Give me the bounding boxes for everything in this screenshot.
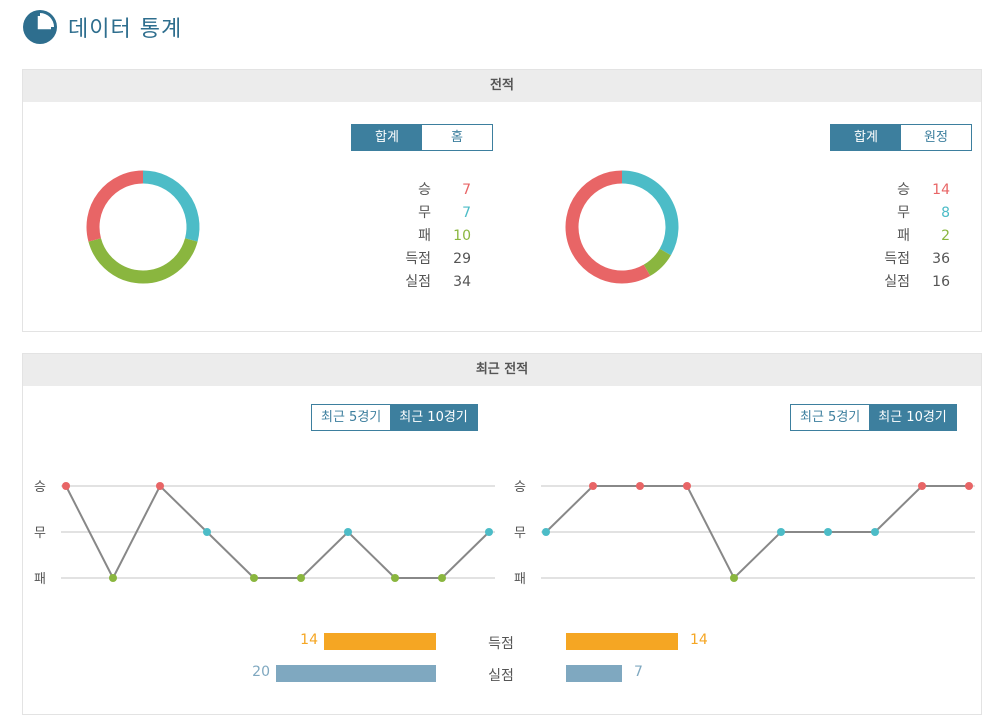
stat-label: 실점 [884, 274, 910, 290]
tab-recent-10-left[interactable]: 최근 10경기 [390, 405, 477, 430]
stat-label: 무 [897, 205, 910, 221]
form-point [589, 482, 597, 490]
y-label: 무 [34, 526, 46, 541]
stat-value: 7 [462, 205, 471, 221]
stat-row-left: 득점 29 [389, 248, 479, 271]
stats-left: 승 7 무 7 패 10 득점 29 실점 34 [389, 179, 479, 294]
stat-value: 10 [453, 228, 471, 244]
tab-recent-5-left[interactable]: 최근 5경기 [312, 405, 391, 430]
stat-row-right: 득점 36 [868, 248, 958, 271]
stat-label: 무 [418, 205, 431, 221]
form-point [824, 528, 832, 536]
tab-recent-10-right[interactable]: 최근 10경기 [869, 405, 956, 430]
recent-form-chart-left: 승무패 [34, 480, 495, 587]
conceded-right-value: 7 [634, 664, 643, 680]
form-point [297, 574, 305, 582]
scored-left-value: 14 [300, 632, 318, 648]
stat-row-left: 실점 34 [389, 271, 479, 294]
tab-home[interactable]: 홈 [422, 125, 492, 150]
y-label: 패 [514, 572, 526, 587]
form-point [109, 574, 117, 582]
stat-value: 2 [941, 228, 950, 244]
form-point [62, 482, 70, 490]
tab-total-left[interactable]: 합계 [352, 125, 422, 150]
form-point [683, 482, 691, 490]
form-point [636, 482, 644, 490]
form-point [203, 528, 211, 536]
stat-value: 8 [941, 205, 950, 221]
donut-slice-win [565, 170, 651, 284]
page-title: 데이터 통계 [68, 17, 183, 42]
tab-total-right[interactable]: 합계 [831, 125, 901, 150]
stat-row-right: 승 14 [868, 179, 958, 202]
stat-value: 7 [462, 182, 471, 198]
donut-slice-draw [142, 170, 200, 242]
form-point [485, 528, 493, 536]
conceded-label: 실점 [488, 668, 514, 684]
recent-form-chart-right: 승무패 [514, 480, 975, 587]
stat-label: 승 [897, 182, 910, 198]
donut-chart-left [86, 170, 200, 284]
stats-right: 승 14 무 8 패 2 득점 36 실점 16 [868, 179, 958, 294]
form-line [545, 485, 969, 580]
stat-label: 득점 [405, 251, 431, 267]
form-point [250, 574, 258, 582]
donut-slice-loss [643, 248, 671, 276]
tab-away[interactable]: 원정 [901, 125, 971, 150]
y-label: 승 [34, 480, 46, 495]
stat-value: 29 [453, 251, 471, 267]
stat-value: 14 [932, 182, 950, 198]
record-panel: 전적 합계 홈 승 7 무 7 패 10 득점 29 실점 34 합계 원정 승 14 무 8 패 2 득점 3… [22, 69, 982, 332]
scored-right-value: 14 [690, 632, 708, 648]
y-label: 패 [34, 572, 46, 587]
stat-value: 16 [932, 274, 950, 290]
form-point [918, 482, 926, 490]
stat-value: 36 [932, 251, 950, 267]
scored-label: 득점 [488, 636, 514, 652]
form-point [344, 528, 352, 536]
conceded-left-value: 20 [252, 664, 270, 680]
stat-label: 득점 [884, 251, 910, 267]
recent-tabs-left: 최근 5경기 최근 10경기 [311, 404, 478, 431]
tab-recent-5-right[interactable]: 최근 5경기 [791, 405, 870, 430]
page-header: 데이터 통계 [22, 8, 182, 46]
form-point [542, 528, 550, 536]
recent-tabs-right: 최근 5경기 최근 10경기 [790, 404, 957, 431]
form-point [391, 574, 399, 582]
record-panel-title: 전적 [23, 70, 981, 102]
record-tabs-left: 합계 홈 [351, 124, 493, 151]
stat-row-left: 패 10 [389, 225, 479, 248]
form-point [730, 574, 738, 582]
form-point [965, 482, 973, 490]
form-point [156, 482, 164, 490]
stat-label: 실점 [405, 274, 431, 290]
donut-chart-right [565, 170, 679, 284]
stat-label: 패 [897, 228, 910, 244]
y-label: 무 [514, 526, 526, 541]
stat-row-right: 실점 16 [868, 271, 958, 294]
stat-value: 34 [453, 274, 471, 290]
y-label: 승 [514, 480, 526, 495]
scored-right-bar [566, 633, 678, 650]
donut-slice-loss [88, 238, 198, 284]
stat-label: 승 [418, 182, 431, 198]
scored-left-bar [324, 633, 436, 650]
form-point [871, 528, 879, 536]
form-point [777, 528, 785, 536]
conceded-right-bar [566, 665, 622, 682]
form-point [438, 574, 446, 582]
pie-chart-icon [23, 10, 57, 44]
recent-panel-title: 최근 전적 [23, 354, 981, 386]
record-tabs-right: 합계 원정 [830, 124, 972, 151]
form-line [65, 484, 490, 581]
stat-label: 패 [418, 228, 431, 244]
donut-slice-draw [621, 170, 679, 256]
conceded-left-bar [276, 665, 436, 682]
donut-slice-win [86, 170, 144, 242]
